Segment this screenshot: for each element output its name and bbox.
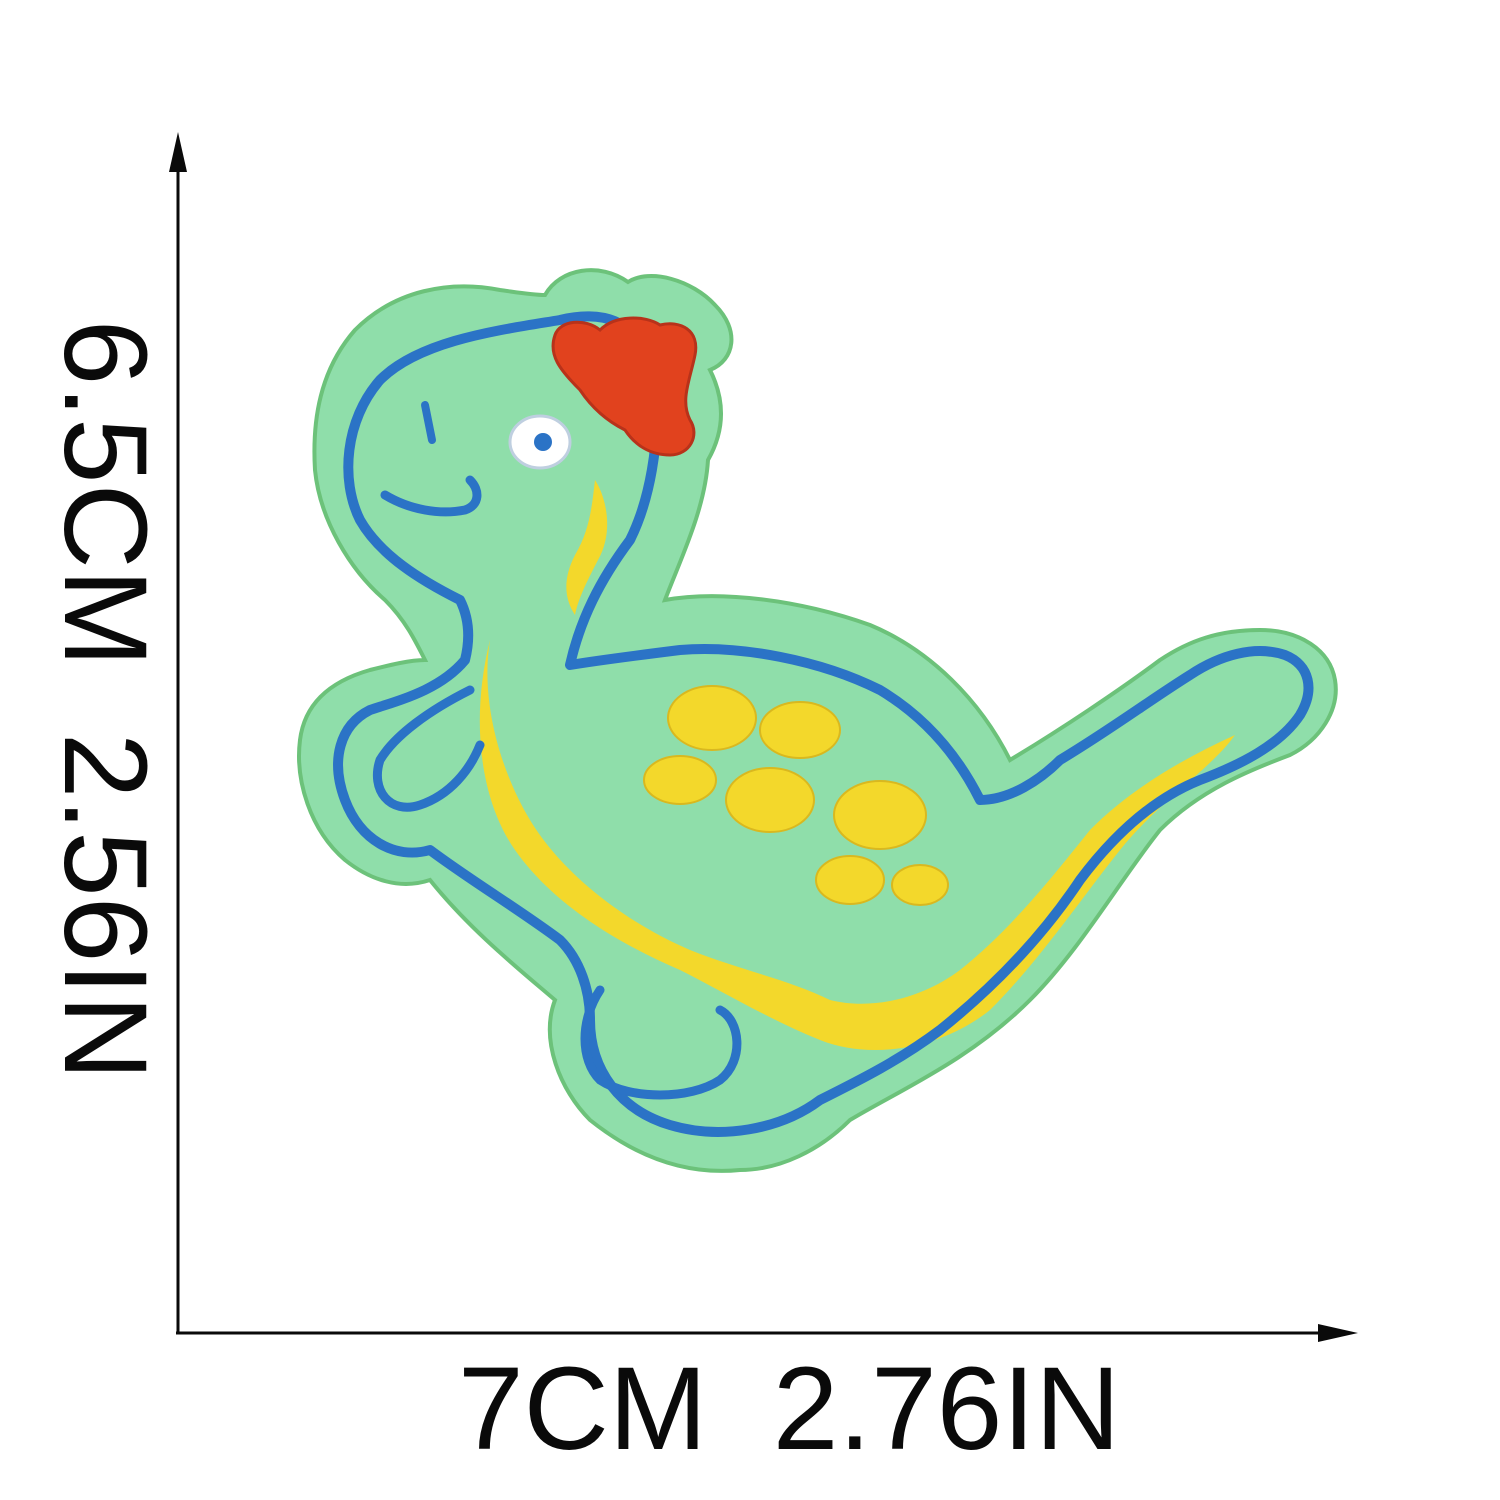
patch-smile	[380, 475, 482, 517]
patch-body-outline	[333, 311, 1314, 1137]
dimension-axes	[169, 132, 1358, 1342]
patch-eye-pupil	[534, 433, 552, 451]
width-dimension-label: 7CM 2.76IN	[458, 1343, 1121, 1475]
patch-nostril	[421, 401, 436, 444]
patch-neck-stripe	[566, 480, 608, 615]
patch-crest	[551, 316, 698, 457]
vertical-axis-arrow	[169, 132, 187, 172]
patch-arm-outline	[372, 685, 485, 812]
height-label-container: 6.5CM 2.56IN	[39, 240, 171, 1160]
patch-leg-outline	[580, 985, 742, 1100]
height-dimension-label: 6.5CM 2.56IN	[39, 319, 171, 1081]
horizontal-axis-arrow	[1318, 1324, 1358, 1342]
patch-spots	[643, 685, 949, 906]
patch-belly	[479, 640, 1235, 1050]
